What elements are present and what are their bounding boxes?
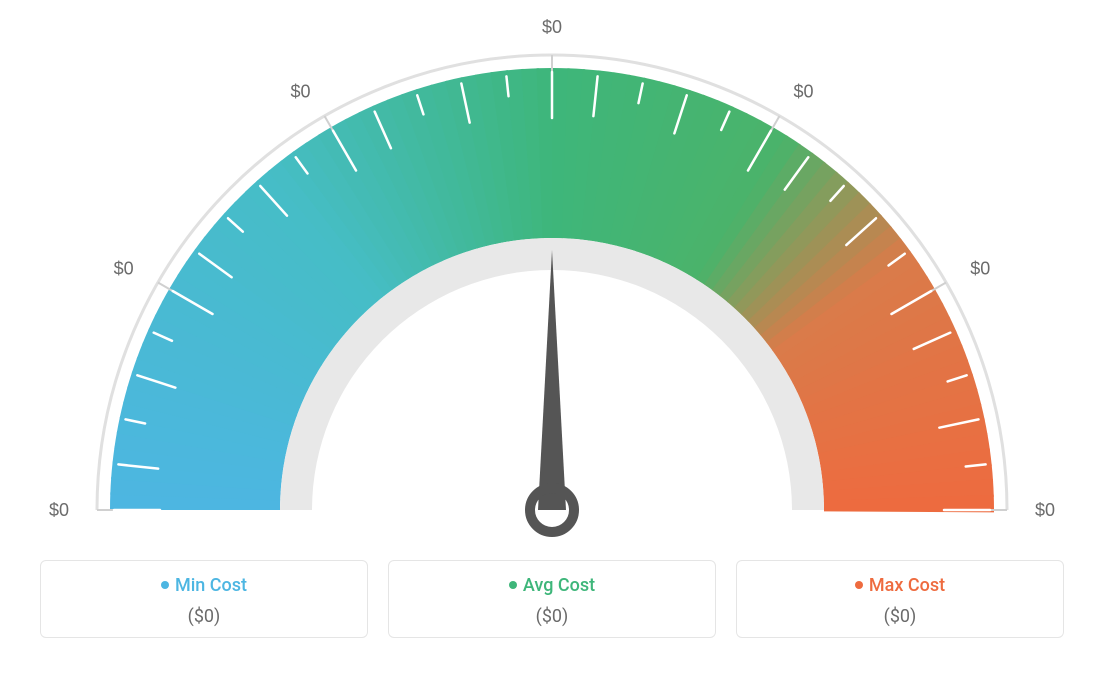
legend-label-min: Min Cost	[175, 575, 247, 596]
gauge-chart: $0 $0 $0 $0 $0 $0 $0	[0, 0, 1104, 560]
cost-gauge-container: $0 $0 $0 $0 $0 $0 $0 Min Cost ($0) Avg Cost ($…	[0, 0, 1104, 690]
legend-label-max: Max Cost	[869, 575, 945, 596]
svg-text:$0: $0	[542, 17, 562, 37]
legend-dot-avg	[509, 581, 517, 589]
legend-label-avg: Avg Cost	[523, 575, 595, 596]
legend-value-max: ($0)	[737, 606, 1063, 627]
legend-row: Min Cost ($0) Avg Cost ($0) Max Cost ($0…	[0, 560, 1104, 638]
legend-value-min: ($0)	[41, 606, 367, 627]
legend-card-max: Max Cost ($0)	[736, 560, 1064, 638]
legend-title-avg: Avg Cost	[389, 575, 715, 596]
svg-text:$0: $0	[794, 82, 814, 102]
legend-dot-max	[855, 581, 863, 589]
svg-text:$0: $0	[49, 500, 69, 520]
legend-card-avg: Avg Cost ($0)	[388, 560, 716, 638]
svg-text:$0: $0	[1035, 500, 1055, 520]
legend-card-min: Min Cost ($0)	[40, 560, 368, 638]
gauge-svg: $0 $0 $0 $0 $0 $0 $0	[0, 0, 1104, 560]
legend-value-avg: ($0)	[389, 606, 715, 627]
svg-text:$0: $0	[290, 82, 310, 102]
legend-title-min: Min Cost	[41, 575, 367, 596]
legend-title-max: Max Cost	[737, 575, 1063, 596]
svg-text:$0: $0	[114, 259, 134, 279]
svg-text:$0: $0	[970, 259, 990, 279]
legend-dot-min	[161, 581, 169, 589]
